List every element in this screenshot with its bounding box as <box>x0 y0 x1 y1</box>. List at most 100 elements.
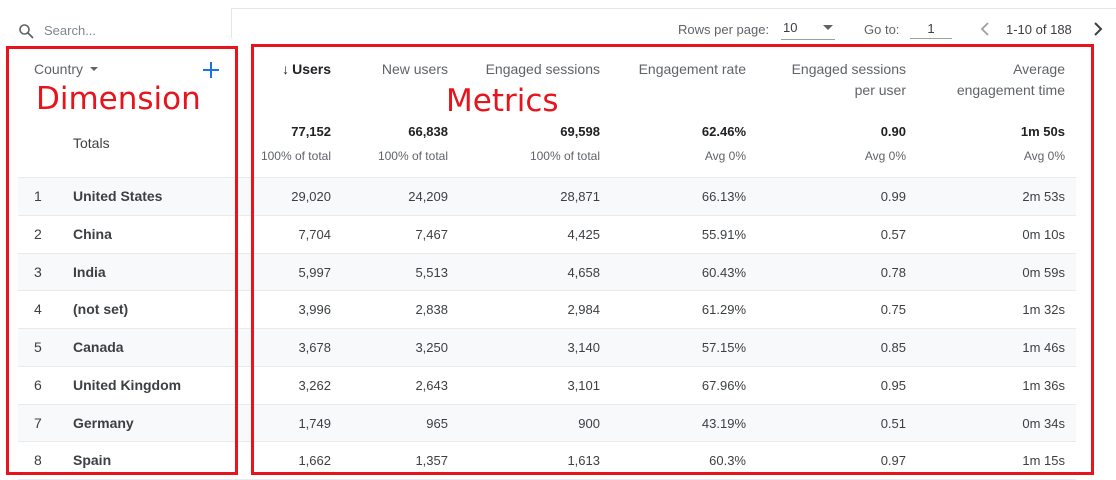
country-name[interactable]: United States <box>73 188 163 204</box>
metric-cell: 61.29% <box>701 302 746 318</box>
metric-total: 0.90 <box>880 124 906 139</box>
dimension-header[interactable]: Country <box>34 61 84 77</box>
rows-per-page-label: Rows per page: <box>678 22 770 37</box>
search-icon[interactable] <box>18 23 34 39</box>
metric-cell: 0.57 <box>880 226 906 242</box>
caret-down-icon <box>823 25 833 30</box>
metric-cell: 3,140 <box>567 340 600 355</box>
metric-header-line: per user <box>746 80 906 101</box>
metric-total-subtext: 100% of total <box>260 149 331 163</box>
metric-cell: 0.85 <box>880 340 906 355</box>
metric-cell: 43.19% <box>701 415 746 431</box>
table-row[interactable] <box>18 253 1076 291</box>
country-name[interactable]: China <box>73 225 112 242</box>
metric-cell: 0m 10s <box>1022 226 1065 242</box>
metric-cell: 7,467 <box>415 226 448 242</box>
metric-cell: 0.51 <box>880 415 906 431</box>
row-rank: 5 <box>34 339 42 355</box>
metric-header-line: Average <box>905 59 1065 80</box>
row-separator <box>18 252 1076 254</box>
metric-header-text: Engaged sessions <box>791 61 906 77</box>
rows-per-page-value: 10 <box>783 20 798 35</box>
metric-header[interactable]: ↓ Users <box>221 59 331 80</box>
metric-header-line: Engagement rate <box>606 59 746 80</box>
country-name[interactable]: India <box>73 263 106 280</box>
metric-header-text: Engagement rate <box>638 61 746 77</box>
metric-cell: 1m 46s <box>1022 340 1065 355</box>
row-rank: 4 <box>34 301 42 318</box>
row-rank: 8 <box>34 452 42 469</box>
row-separator <box>18 328 1076 329</box>
go-to-label: Go to: <box>864 22 900 37</box>
metric-header-text: Average <box>1013 61 1065 77</box>
row-separator <box>18 290 1076 292</box>
metric-cell: 3,101 <box>567 377 600 393</box>
table-toolbar: Rows per page: 10 Go to: 1-10 of 188 <box>0 0 1116 46</box>
header-separator <box>18 177 1076 178</box>
country-name[interactable]: Germany <box>73 414 134 431</box>
row-separator <box>18 441 1076 443</box>
metric-cell: 0.97 <box>880 453 906 469</box>
rows-per-page-select[interactable]: 10 <box>781 19 835 40</box>
metric-cell: 66.13% <box>701 189 746 204</box>
metric-cell: 2,838 <box>415 302 448 318</box>
metric-cell: 1,749 <box>298 415 331 431</box>
metric-cell: 3,250 <box>415 340 448 355</box>
metric-total-subtext: 100% of total <box>377 149 448 163</box>
caret-down-icon[interactable] <box>90 67 98 71</box>
row-rank: 1 <box>34 188 42 204</box>
metric-cell: 60.43% <box>701 264 746 280</box>
metric-header[interactable]: Engagement rate <box>606 59 746 80</box>
metric-header-line: ↓ Users <box>221 59 331 80</box>
metrics-highlight-box <box>251 44 1094 475</box>
row-rank: 2 <box>34 225 42 242</box>
country-name[interactable]: Canada <box>73 339 124 355</box>
table-row[interactable] <box>18 178 1076 215</box>
metric-header[interactable]: Average engagement time <box>905 59 1065 101</box>
metric-cell: 900 <box>578 415 600 431</box>
chevron-right-icon[interactable] <box>1090 20 1106 38</box>
search-input[interactable] <box>44 21 214 39</box>
toolbar-divider <box>232 8 1116 9</box>
metric-cell: 4,425 <box>567 226 600 242</box>
metric-header[interactable]: New users <box>338 59 448 80</box>
metric-header-text: engagement time <box>956 82 1065 98</box>
metric-total-subtext: Avg 0% <box>864 149 906 163</box>
row-separator <box>18 403 1076 405</box>
metric-total: 1m 50s <box>1020 124 1065 139</box>
metric-header-text: Engaged sessions <box>485 61 600 77</box>
row-rank: 3 <box>34 263 42 280</box>
metric-cell: 60.3% <box>709 453 746 469</box>
plus-icon[interactable] <box>201 60 221 80</box>
chevron-left-icon[interactable] <box>977 20 993 38</box>
dimension-highlight-box <box>6 46 238 475</box>
table-row[interactable] <box>18 329 1076 366</box>
metric-cell: 965 <box>426 415 448 431</box>
metric-cell: 1,613 <box>567 453 600 469</box>
metric-cell: 5,997 <box>298 264 331 280</box>
row-separator <box>18 214 1076 216</box>
metric-total-subtext: 100% of total <box>529 149 600 163</box>
country-name[interactable]: United Kingdom <box>73 376 182 393</box>
metric-total: 62.46% <box>701 124 746 139</box>
row-rank: 7 <box>34 414 42 431</box>
metric-header[interactable]: Engaged sessions <box>450 59 600 80</box>
metric-header-text: New users <box>381 61 448 77</box>
metric-cell: 0.75 <box>880 302 906 318</box>
metric-header-text: Users <box>292 61 331 77</box>
metric-cell: 0m 59s <box>1022 264 1065 280</box>
metric-cell: 3,996 <box>298 302 331 318</box>
go-to-page-input[interactable] <box>910 18 952 39</box>
metric-header[interactable]: Engaged sessions per user <box>746 59 906 101</box>
metric-cell: 7,704 <box>298 226 331 242</box>
metric-header-line: engagement time <box>905 80 1065 101</box>
table-row[interactable] <box>18 404 1076 442</box>
metric-total-subtext: Avg 0% <box>1023 149 1065 163</box>
country-name[interactable]: (not set) <box>73 301 129 318</box>
metric-cell: 1m 36s <box>1022 377 1065 393</box>
metric-cell: 28,871 <box>560 189 600 204</box>
metric-total-subtext: Avg 0% <box>704 149 746 163</box>
country-name[interactable]: Spain <box>73 452 112 469</box>
pagination-range: 1-10 of 188 <box>1006 22 1072 37</box>
metric-header-line: Engaged sessions <box>746 59 906 80</box>
